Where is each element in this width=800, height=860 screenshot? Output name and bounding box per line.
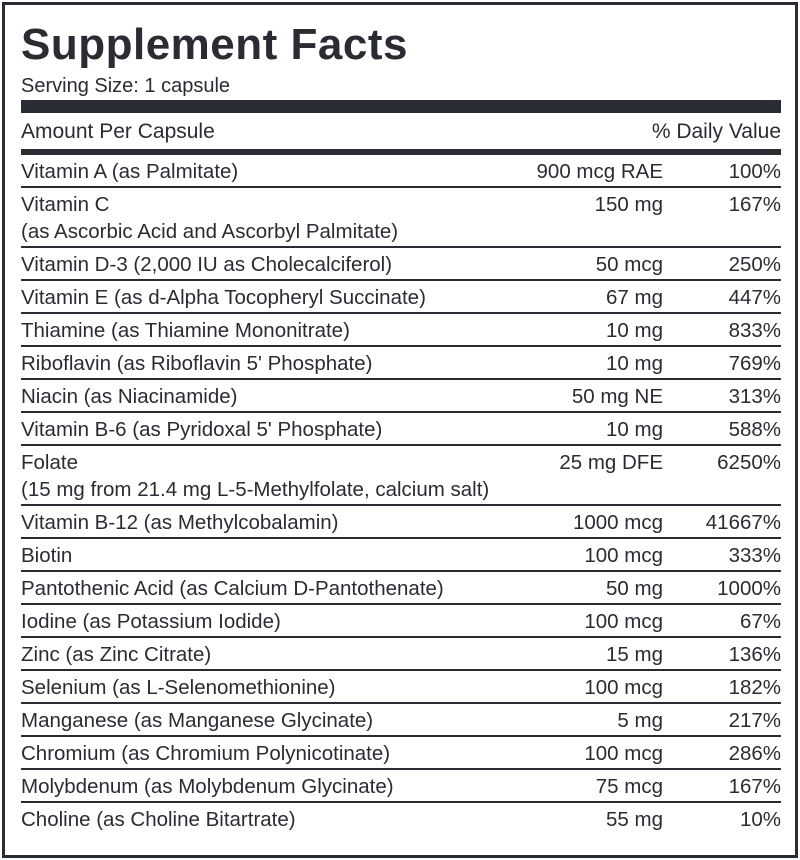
nutrient-daily-value: 447%	[728, 286, 781, 309]
medium-divider	[21, 149, 781, 155]
nutrient-name: Zinc (as Zinc Citrate)	[21, 643, 212, 666]
nutrient-row: Niacin (as Niacinamide) 50 mg NE 313%	[21, 380, 781, 413]
nutrient-amount: 100 mcg	[584, 610, 663, 633]
thick-divider	[21, 100, 781, 113]
nutrient-name: Selenium (as L-Selenomethionine)	[21, 676, 336, 699]
nutrient-daily-value: 333%	[728, 544, 781, 567]
nutrient-row: Molybdenum (as Molybdenum Glycinate) 75 m…	[21, 770, 781, 803]
nutrient-row: Riboflavin (as Riboflavin 5' Phosphate) 1…	[21, 347, 781, 380]
nutrient-row: Vitamin D-3 (2,000 IU as Cholecalciferol…	[21, 248, 781, 281]
nutrient-amount: 10 mg	[606, 319, 663, 342]
nutrient-amount: 10 mg	[606, 352, 663, 375]
nutrient-row: Selenium (as L-Selenomethionine) 100 mcg 1…	[21, 671, 781, 704]
nutrient-amount: 50 mg NE	[571, 385, 663, 408]
nutrient-daily-value: 588%	[728, 418, 781, 441]
nutrient-amount: 67 mg	[606, 286, 663, 309]
nutrient-row: Choline (as Choline Bitartrate) 55 mg 10%	[21, 803, 781, 834]
nutrient-name: Vitamin C	[21, 193, 110, 216]
nutrient-name: Vitamin D-3 (2,000 IU as Cholecalciferol…	[21, 253, 393, 276]
nutrient-amount: 15 mg	[606, 643, 663, 666]
nutrient-name: Vitamin B-6 (as Pyridoxal 5' Phosphate)	[21, 418, 383, 441]
nutrient-amount: 900 mcg RAE	[536, 160, 663, 183]
nutrient-row: Pantothenic Acid (as Calcium D-Pantothen…	[21, 572, 781, 605]
nutrient-source: (as Ascorbic Acid and Ascorbyl Palmitate…	[21, 220, 399, 243]
nutrient-name: Choline (as Choline Bitartrate)	[21, 808, 296, 831]
column-header: Amount Per Capsule % Daily Value	[21, 117, 781, 147]
nutrient-row: Zinc (as Zinc Citrate) 15 mg 136%	[21, 638, 781, 671]
nutrient-row: Vitamin B-6 (as Pyridoxal 5' Phosphate) 1…	[21, 413, 781, 446]
nutrient-amount: 100 mcg	[584, 676, 663, 699]
nutrient-row: Vitamin B-12 (as Methylcobalamin) 1000 mc…	[21, 506, 781, 539]
nutrient-name: Pantothenic Acid (as Calcium D-Pantothen…	[21, 577, 444, 600]
nutrient-row: Vitamin A (as Palmitate) 900 mcg RAE 100%	[21, 155, 781, 188]
nutrient-amount: 50 mg	[606, 577, 663, 600]
nutrient-name: Vitamin B-12 (as Methylcobalamin)	[21, 511, 339, 534]
nutrient-amount: 75 mcg	[595, 775, 663, 798]
amount-per-capsule-label: Amount Per Capsule	[21, 120, 215, 143]
nutrient-name: Folate	[21, 451, 78, 474]
nutrient-daily-value: 167%	[728, 193, 781, 216]
nutrient-daily-value: 250%	[728, 253, 781, 276]
nutrient-row: Iodine (as Potassium Iodide) 100 mcg 67%	[21, 605, 781, 638]
nutrient-row: Folate (15 mg from 21.4 mg L-5-Methylfola…	[21, 446, 781, 506]
nutrient-daily-value: 10%	[739, 808, 781, 831]
nutrient-name: Manganese (as Manganese Glycinate)	[21, 709, 374, 732]
nutrient-amount: 100 mcg	[584, 742, 663, 765]
nutrient-table: Vitamin A (as Palmitate) 900 mcg RAE 100% V…	[21, 155, 781, 834]
nutrient-daily-value: 167%	[728, 775, 781, 798]
nutrient-row: Vitamin C (as Ascorbic Acid and Ascorbyl …	[21, 188, 781, 248]
nutrient-amount: 5 mg	[617, 709, 663, 732]
nutrient-name: Thiamine (as Thiamine Mononitrate)	[21, 319, 350, 342]
nutrient-amount: 100 mcg	[584, 544, 663, 567]
nutrient-row: Manganese (as Manganese Glycinate) 5 mg 21…	[21, 704, 781, 737]
nutrient-name: Vitamin E (as d-Alpha Tocopheryl Succina…	[21, 286, 426, 309]
nutrient-source: (15 mg from 21.4 mg L-5-Methylfolate, ca…	[21, 478, 490, 501]
nutrient-amount: 10 mg	[606, 418, 663, 441]
nutrient-name: Vitamin A (as Palmitate)	[21, 160, 239, 183]
nutrient-name: Niacin (as Niacinamide)	[21, 385, 238, 408]
nutrient-name: Molybdenum (as Molybdenum Glycinate)	[21, 775, 394, 798]
nutrient-amount: 150 mg	[594, 193, 663, 216]
nutrient-amount: 1000 mcg	[572, 511, 663, 534]
nutrient-amount: 55 mg	[606, 808, 663, 831]
nutrient-name: Iodine (as Potassium Iodide)	[21, 610, 281, 633]
nutrient-daily-value: 286%	[728, 742, 781, 765]
nutrient-daily-value: 833%	[728, 319, 781, 342]
nutrient-name: Biotin	[21, 544, 73, 567]
nutrient-daily-value: 1000%	[717, 577, 781, 600]
nutrient-name: Chromium (as Chromium Polynicotinate)	[21, 742, 391, 765]
nutrient-amount: 50 mcg	[595, 253, 663, 276]
nutrient-row: Thiamine (as Thiamine Mononitrate) 10 mg 8…	[21, 314, 781, 347]
nutrient-daily-value: 136%	[728, 643, 781, 666]
nutrient-daily-value: 313%	[728, 385, 781, 408]
serving-size: Serving Size: 1 capsule	[21, 75, 231, 97]
nutrient-daily-value: 217%	[728, 709, 781, 732]
nutrient-name: Riboflavin (as Riboflavin 5' Phosphate)	[21, 352, 373, 375]
panel-title: Supplement Facts	[21, 20, 408, 69]
nutrient-row: Vitamin E (as d-Alpha Tocopheryl Succina…	[21, 281, 781, 314]
nutrient-daily-value: 6250%	[717, 451, 781, 474]
nutrient-daily-value: 100%	[728, 160, 781, 183]
nutrient-daily-value: 41667%	[705, 511, 781, 534]
nutrient-amount: 25 mg DFE	[559, 451, 663, 474]
nutrient-daily-value: 182%	[728, 676, 781, 699]
nutrient-daily-value: 67%	[739, 610, 781, 633]
nutrient-row: Biotin 100 mcg 333%	[21, 539, 781, 572]
nutrient-row: Chromium (as Chromium Polynicotinate) 100…	[21, 737, 781, 770]
nutrient-daily-value: 769%	[728, 352, 781, 375]
daily-value-label: % Daily Value	[651, 120, 781, 143]
